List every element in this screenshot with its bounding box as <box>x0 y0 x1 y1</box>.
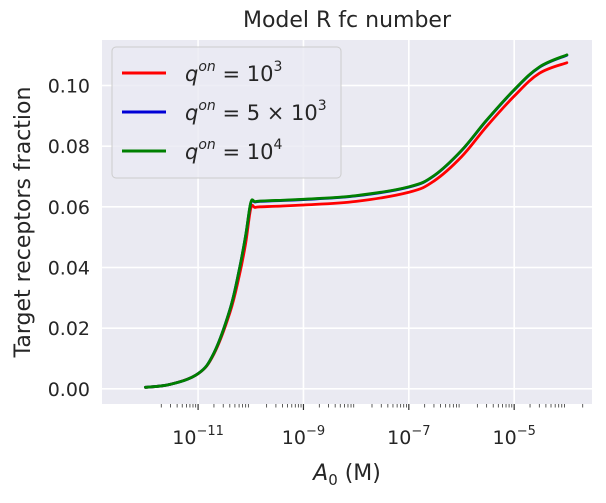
y-axis-label: Target receptors fraction <box>11 87 36 359</box>
series-layer <box>144 53 569 389</box>
x-tick-label: 10−7 <box>387 424 430 449</box>
legend: qon = 103 qon = 5 × 103 qon = 104 <box>111 46 342 179</box>
legend-box <box>111 46 342 179</box>
y-tick-label: 0.06 <box>48 197 90 219</box>
y-tick-label: 0.08 <box>48 136 90 158</box>
x-tick-label: 10−9 <box>282 424 325 449</box>
y-tick-label: 0.04 <box>48 258 90 280</box>
series-line-3 <box>144 53 569 389</box>
legend-label-2: qon = 5 × 103 <box>185 98 327 125</box>
y-tick-label: 0.00 <box>48 379 90 401</box>
legend-label-3: qon = 104 <box>185 137 282 164</box>
x-axis-label: A0 (M) <box>311 461 381 489</box>
y-axis-ticks: 0.00 0.02 0.04 0.06 0.08 0.10 <box>48 76 90 401</box>
y-tick-label: 0.02 <box>48 318 90 340</box>
y-tick-label: 0.10 <box>48 76 90 98</box>
chart-title: Model R fc number <box>243 8 452 33</box>
legend-label-1: qon = 103 <box>185 59 282 86</box>
x-tick-label: 10−11 <box>172 424 224 449</box>
x-tick-label: 10−5 <box>493 424 536 449</box>
x-axis-ticks: 10−11 10−9 10−7 10−5 <box>160 404 584 449</box>
